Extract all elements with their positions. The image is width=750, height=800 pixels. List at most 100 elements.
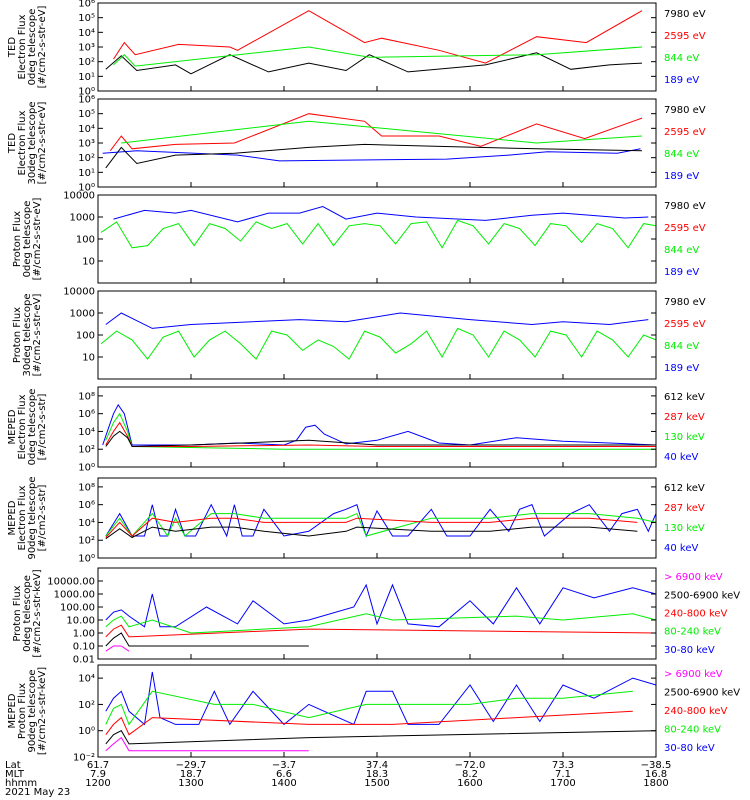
- footer-lat-value: −29.7: [176, 760, 207, 771]
- footer-mlt-value: 16.8: [645, 769, 667, 780]
- footer-lat-value: −72.0: [455, 760, 486, 771]
- footer-mlt-value: 18.3: [366, 769, 388, 780]
- y-axis-label: [#/cm2-s-str-eV]: [37, 102, 48, 185]
- y-axis-label: [#/cm2-s-str]: [37, 484, 48, 551]
- y-axis-label: [#/cm2-s-str]: [37, 393, 48, 460]
- panel-3: 10 100 1000 10000 Proton Flux 0deg telescope[…: [12, 191, 706, 284]
- y-axis-label: Electron Flux: [17, 485, 28, 550]
- y-axis-label: 0deg telescope: [27, 9, 38, 86]
- y-tick-label: 10⁶: [78, 0, 95, 10]
- legend-entry: 30-80 keV: [664, 645, 715, 656]
- footer-lat-value: −38.5: [641, 760, 672, 771]
- legend-entry: 844 eV: [664, 245, 699, 256]
- panel-5-series-3: [105, 421, 656, 447]
- panel-3-series-1: [113, 205, 649, 223]
- y-tick-label: 10: [82, 257, 95, 268]
- footer-hhmm-value: 1700: [550, 778, 575, 789]
- y-tick-label: 10⁶: [78, 409, 95, 420]
- panel-7: 0.01 0.10 1.00 10.00 100.00 1000.00 10000.00 Pr…: [12, 567, 740, 666]
- footer-hhmm-value: 1200: [85, 778, 110, 789]
- y-axis-label: Proton Flux: [12, 307, 23, 363]
- legend-entry: 2500-6900 keV: [664, 688, 740, 699]
- legend-entry: 287 keV: [664, 412, 705, 423]
- panel-5-frame: [97, 386, 657, 468]
- panel-7-frame: [97, 567, 657, 660]
- y-tick-label: 10⁵: [78, 13, 95, 24]
- legend-entry: 844 eV: [664, 149, 699, 160]
- y-axis-label: Proton Flux: [12, 585, 23, 641]
- legend-entry: 2595 eV: [664, 127, 706, 138]
- panel-8-series-2: [105, 690, 633, 726]
- y-tick-label: 10⁰: [78, 87, 95, 98]
- panel-8: 10⁻² 10⁰ 10² 10⁴ MEPED Proton Flux 90deg teles…: [7, 664, 740, 764]
- legend-entry: 240-800 keV: [664, 609, 728, 620]
- panel-1-frame: [97, 2, 657, 92]
- y-axis-label: Proton Flux: [17, 683, 28, 739]
- y-axis-label: [#/cm2-s-str-eV]: [32, 294, 43, 377]
- y-tick-label: 10⁴: [78, 427, 95, 438]
- legend-entry: 612 keV: [664, 392, 705, 403]
- panel-2: 10⁰ 10¹ 10² 10³ 10⁴ 10⁵ 10⁶ TED Electron Flux 30d…: [7, 95, 706, 194]
- legend-entry: 189 eV: [664, 267, 699, 278]
- panel-2-series-1: [102, 148, 641, 162]
- legend-entry: 189 eV: [664, 363, 699, 374]
- panel-5-series-1: [102, 403, 657, 446]
- footer-lat-value: −3.7: [272, 760, 296, 771]
- panel-5-series-4: [105, 430, 656, 448]
- y-tick-label: 10¹: [78, 168, 95, 179]
- panel-4-series-1: [105, 312, 649, 329]
- panel-7-series-4: [105, 632, 309, 647]
- y-axis-label: MEPED: [7, 409, 18, 444]
- y-tick-label: 10⁶: [78, 500, 95, 511]
- y-tick-label: 10⁴: [78, 518, 95, 529]
- panel-1-series-1: [113, 10, 643, 64]
- y-tick-label: 100: [76, 235, 95, 246]
- y-tick-label: 100.00: [60, 603, 95, 614]
- panel-4-frame: [97, 290, 657, 380]
- y-axis-label: 90deg telescope: [27, 476, 38, 559]
- legend-entry: 30-80 keV: [664, 743, 715, 754]
- y-tick-label: 10⁶: [78, 95, 95, 106]
- panel-5: 10⁰ 10² 10⁴ 10⁶ 10⁸ MEPED Electron Flux 0deg te…: [7, 386, 705, 474]
- legend-entry: 130 keV: [664, 523, 705, 534]
- legend-entry: 40 keV: [664, 452, 698, 463]
- panel-6: 10⁰ 10² 10⁴ 10⁶ 10⁸ MEPED Electron Flux 90deg t…: [7, 476, 705, 564]
- panel-7-series-5: [105, 645, 130, 652]
- y-tick-label: 10⁴: [78, 124, 95, 135]
- legend-entry: 189 eV: [664, 75, 699, 86]
- y-tick-label: 10²: [78, 57, 95, 68]
- panel-8-series-4: [105, 730, 657, 745]
- panel-6-series-3: [105, 517, 638, 538]
- y-tick-label: 10²: [78, 445, 95, 456]
- panel-2-series-3: [121, 120, 643, 144]
- legend-entry: 844 eV: [664, 341, 699, 352]
- legend-entry: 80-240 keV: [664, 627, 721, 638]
- panel-3-series-2: [100, 219, 657, 249]
- y-axis-label: Electron Flux: [17, 14, 28, 79]
- y-tick-label: 1000: [70, 213, 95, 224]
- y-tick-label: 10³: [78, 139, 95, 150]
- footer-hhmm-value: 1500: [364, 778, 389, 789]
- y-axis-label: MEPED: [7, 500, 18, 535]
- panel-2-frame: [97, 98, 657, 188]
- y-tick-label: 1000.00: [54, 590, 95, 601]
- legend-entry: 2595 eV: [664, 31, 706, 42]
- y-tick-label: 0.01: [73, 655, 95, 666]
- y-tick-label: 10²: [78, 536, 95, 547]
- legend-entry: 7980 eV: [664, 105, 706, 116]
- footer-row-label: hhmm: [5, 778, 37, 789]
- y-axis-label: TED: [7, 133, 18, 154]
- y-axis-label: MEPED: [7, 693, 18, 728]
- footer-lat-value: 37.4: [366, 760, 388, 771]
- footer-row-label: MLT: [5, 769, 25, 780]
- panel-7-series-1: [105, 583, 657, 628]
- panel-7-series-2: [105, 613, 657, 634]
- footer-mlt-value: 6.6: [276, 769, 292, 780]
- footer-hhmm-value: 1600: [457, 778, 482, 789]
- footer-lat-value: 61.7: [87, 760, 109, 771]
- y-axis-label: Electron Flux: [17, 110, 28, 175]
- legend-entry: 2500-6900 keV: [664, 590, 740, 601]
- panel-6-series-2: [105, 512, 657, 538]
- legend-entry: 287 keV: [664, 503, 705, 514]
- y-tick-label: 10⁴: [78, 674, 95, 685]
